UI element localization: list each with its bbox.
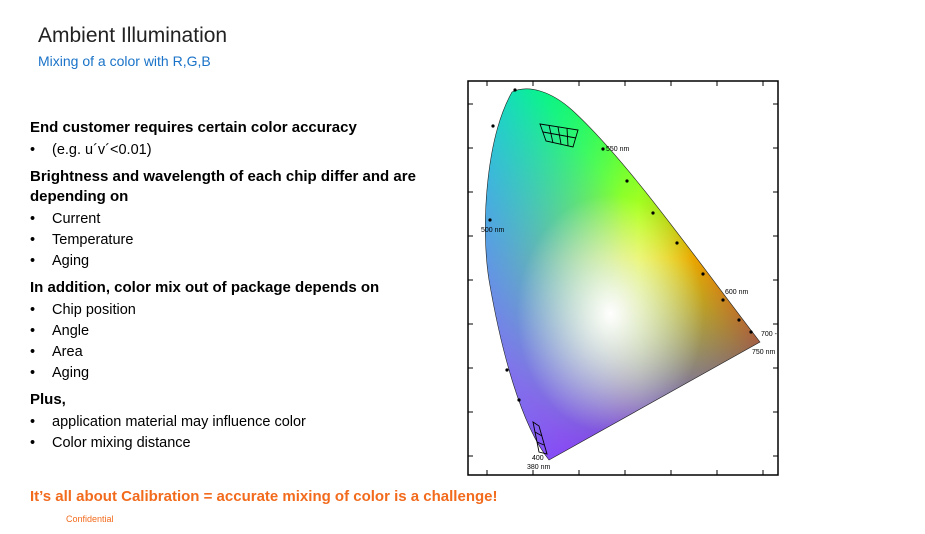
section-heading: Plus, xyxy=(30,391,66,408)
bullet-icon: • xyxy=(30,253,36,269)
locus-dot xyxy=(675,241,679,245)
bullet-icon: • xyxy=(30,323,36,339)
locus-dot xyxy=(517,398,521,402)
locus-dot xyxy=(749,330,753,334)
bullet-icon: • xyxy=(30,232,36,248)
bullet-icon: • xyxy=(30,435,36,451)
list-item-text: Current xyxy=(52,211,101,227)
confidential-label: Confidential xyxy=(66,514,114,524)
calibration-tagline: It’s all about Calibration = accurate mi… xyxy=(30,488,498,505)
list-item-text: Aging xyxy=(52,253,90,269)
label-380nm: 380 nm xyxy=(527,464,551,471)
page-title: Ambient Illumination xyxy=(38,24,228,47)
locus-dot xyxy=(488,218,492,222)
locus-dot xyxy=(651,211,655,215)
locus-dot xyxy=(737,318,741,322)
list-item-text: (e.g. u´v´<0.01) xyxy=(52,142,152,158)
blue-bin-region xyxy=(532,421,548,455)
locus-dot xyxy=(701,272,705,276)
list-item: • Temperature xyxy=(30,230,450,251)
list-item: • (e.g. u´v´<0.01) xyxy=(30,140,450,161)
list-item: • Current xyxy=(30,209,450,230)
list-item-text: Chip position xyxy=(52,302,136,318)
label-750nm: 750 nm xyxy=(752,349,776,356)
bullet-icon: • xyxy=(30,211,36,227)
bullet-icon: • xyxy=(30,302,36,318)
bullet-list: • application material may influence colo… xyxy=(30,412,450,454)
locus-dot xyxy=(601,147,605,151)
section-heading: End customer requires certain color accu… xyxy=(30,119,357,136)
locus-dot xyxy=(625,179,629,183)
locus-dot xyxy=(491,124,495,128)
list-item: • Aging xyxy=(30,251,450,272)
list-item-text: Temperature xyxy=(52,232,134,248)
bullet-list: • Chip position • Angle • Area • Aging xyxy=(30,300,450,384)
label-500nm: 500 nm xyxy=(481,227,505,234)
label-700nm: 700 - xyxy=(761,331,778,338)
bullet-icon: • xyxy=(30,365,36,381)
section-heading: In addition, color mix out of package de… xyxy=(30,279,380,296)
bullet-icon: • xyxy=(30,414,36,430)
list-item-text: Aging xyxy=(52,365,90,381)
bullet-list: • (e.g. u´v´<0.01) xyxy=(30,140,450,161)
bullet-icon: • xyxy=(30,344,36,360)
list-item: • Area xyxy=(30,342,450,363)
label-550nm: 550 nm xyxy=(606,146,630,153)
spectral-locus xyxy=(485,88,761,461)
green-bin-region xyxy=(539,123,579,148)
label-400nm: 400 xyxy=(532,455,544,462)
list-item: • Angle xyxy=(30,321,450,342)
axis-ticks xyxy=(468,81,778,475)
list-item-text: Angle xyxy=(52,323,90,339)
chromaticity-diagram: 550 nm 500 nm 600 nm 700 - 750 nm 400 38… xyxy=(467,80,779,476)
bullet-icon: • xyxy=(30,142,36,158)
list-item-text: Color mixing distance xyxy=(52,435,191,451)
page-subtitle: Mixing of a color with R,G,B xyxy=(38,53,211,69)
list-item: • Color mixing distance xyxy=(30,433,450,454)
list-item-text: application material may influence color xyxy=(52,414,306,430)
list-item: • application material may influence colo… xyxy=(30,412,450,433)
list-item-text: Area xyxy=(52,344,83,360)
locus-dot xyxy=(513,88,517,92)
bullet-content: End customer requires certain color accu… xyxy=(30,118,450,454)
section-heading: Brightness and wavelength of each chip d… xyxy=(30,168,416,205)
list-item: • Chip position xyxy=(30,300,450,321)
locus-dot xyxy=(505,368,509,372)
bullet-list: • Current • Temperature • Aging xyxy=(30,209,450,272)
locus-dot xyxy=(721,298,725,302)
label-600nm: 600 nm xyxy=(725,289,749,296)
list-item: • Aging xyxy=(30,363,450,384)
